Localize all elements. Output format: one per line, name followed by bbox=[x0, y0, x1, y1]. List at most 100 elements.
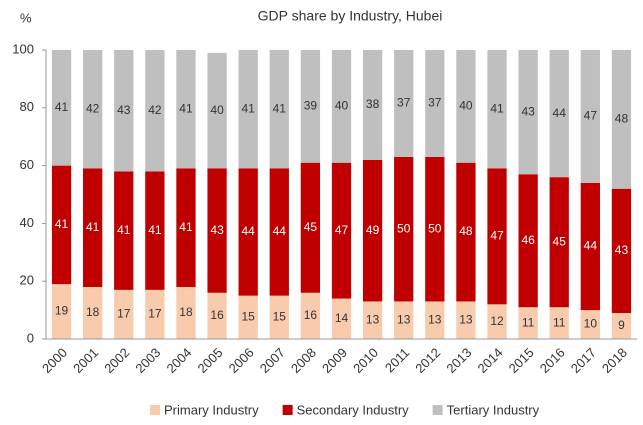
data-label: 37 bbox=[428, 96, 442, 110]
bar-segment bbox=[207, 292, 227, 339]
bar-segment bbox=[394, 301, 414, 339]
legend-label: Secondary Industry bbox=[297, 402, 410, 417]
y-tick-label: 100 bbox=[12, 41, 34, 56]
data-label: 13 bbox=[366, 312, 380, 326]
data-label: 18 bbox=[86, 305, 100, 319]
y-axis-label: % bbox=[20, 10, 32, 25]
y-tick-label: 0 bbox=[27, 330, 34, 345]
x-tick-label: 2013 bbox=[443, 345, 474, 376]
bar-segment bbox=[456, 301, 476, 339]
data-label: 47 bbox=[335, 223, 349, 237]
bar-segment bbox=[362, 301, 383, 339]
data-label: 45 bbox=[553, 234, 567, 248]
legend-swatch bbox=[432, 405, 443, 415]
bar-segment bbox=[580, 182, 600, 311]
bar-segment bbox=[487, 168, 507, 305]
legend-swatch bbox=[282, 405, 293, 415]
x-tick-label: 2005 bbox=[195, 345, 226, 376]
bar-segment bbox=[518, 307, 538, 339]
data-label: 14 bbox=[335, 311, 349, 325]
data-label: 41 bbox=[490, 101, 504, 115]
bar-segment bbox=[611, 312, 632, 339]
y-tick-label: 60 bbox=[20, 157, 34, 172]
data-label: 10 bbox=[584, 317, 598, 331]
y-tick-label: 40 bbox=[20, 215, 34, 230]
data-label: 44 bbox=[242, 224, 256, 238]
legend-swatch bbox=[150, 405, 160, 415]
data-label: 19 bbox=[55, 304, 69, 318]
bar-segment bbox=[176, 286, 196, 339]
bar-segment bbox=[176, 50, 196, 169]
data-label: 43 bbox=[210, 223, 224, 237]
chart-title: GDP share by Industry, Hubei bbox=[258, 8, 443, 24]
bar-segment bbox=[238, 168, 258, 296]
data-label: 46 bbox=[521, 233, 535, 247]
data-label: 45 bbox=[304, 220, 318, 234]
data-label: 40 bbox=[335, 99, 349, 113]
data-label: 13 bbox=[397, 312, 411, 326]
data-label: 13 bbox=[459, 312, 473, 326]
bar-segment bbox=[394, 50, 414, 157]
data-label: 41 bbox=[242, 101, 256, 115]
bar-segment bbox=[51, 50, 72, 166]
x-tick-label: 2008 bbox=[288, 345, 319, 376]
bar-segment bbox=[269, 295, 289, 339]
data-label: 17 bbox=[148, 307, 162, 321]
data-label: 37 bbox=[397, 96, 411, 110]
data-label: 41 bbox=[86, 220, 100, 234]
bar-segment bbox=[51, 165, 72, 285]
data-label: 43 bbox=[117, 103, 131, 117]
bar-segment bbox=[176, 168, 196, 287]
data-label: 17 bbox=[117, 307, 131, 321]
bar-segment bbox=[145, 50, 165, 172]
bar-segment bbox=[331, 162, 352, 299]
x-tick-label: 2015 bbox=[506, 345, 537, 376]
data-label: 41 bbox=[148, 223, 162, 237]
data-label: 13 bbox=[428, 312, 442, 326]
bar-segment bbox=[580, 50, 600, 183]
data-label: 38 bbox=[366, 97, 380, 111]
x-tick-label: 2016 bbox=[537, 345, 568, 376]
data-label: 41 bbox=[273, 101, 287, 115]
x-tick-label: 2011 bbox=[382, 345, 412, 375]
bar-segment bbox=[362, 159, 383, 302]
x-tick-label: 2001 bbox=[70, 345, 101, 376]
x-tick-label: 2014 bbox=[475, 345, 506, 376]
bar-segment bbox=[269, 50, 289, 169]
data-label: 41 bbox=[55, 217, 69, 231]
data-label: 12 bbox=[490, 314, 504, 328]
data-label: 50 bbox=[397, 221, 411, 235]
bar-segment bbox=[238, 50, 258, 169]
data-label: 41 bbox=[117, 223, 131, 237]
bar-segment bbox=[269, 168, 289, 296]
bar-segment bbox=[518, 174, 538, 308]
bar-segment bbox=[549, 307, 569, 339]
bar-segment bbox=[425, 301, 445, 339]
data-label: 15 bbox=[242, 309, 256, 323]
x-tick-label: 2009 bbox=[319, 345, 350, 376]
data-label: 43 bbox=[615, 243, 629, 257]
bar-segment bbox=[331, 50, 352, 163]
bar-segment bbox=[487, 304, 507, 339]
data-label: 44 bbox=[584, 239, 598, 253]
data-label: 48 bbox=[459, 224, 473, 238]
x-tick-label: 2006 bbox=[226, 345, 257, 376]
legend-label: Tertiary Industry bbox=[447, 402, 540, 417]
bar-segment bbox=[51, 284, 72, 339]
y-tick-label: 80 bbox=[20, 99, 34, 114]
x-tick-label: 2017 bbox=[568, 345, 599, 376]
x-tick-label: 2004 bbox=[163, 345, 194, 376]
data-label: 43 bbox=[521, 104, 535, 118]
bar-segment bbox=[549, 177, 569, 308]
bar-segment bbox=[487, 50, 507, 169]
bar-segment bbox=[394, 156, 414, 302]
bar-segment bbox=[518, 50, 538, 175]
data-label: 11 bbox=[553, 315, 566, 329]
bar-segment bbox=[207, 52, 227, 169]
data-label: 41 bbox=[55, 100, 69, 114]
bar-segment bbox=[83, 168, 103, 287]
data-label: 47 bbox=[490, 229, 504, 243]
bar-segment bbox=[145, 289, 165, 339]
data-label: 44 bbox=[273, 224, 287, 238]
